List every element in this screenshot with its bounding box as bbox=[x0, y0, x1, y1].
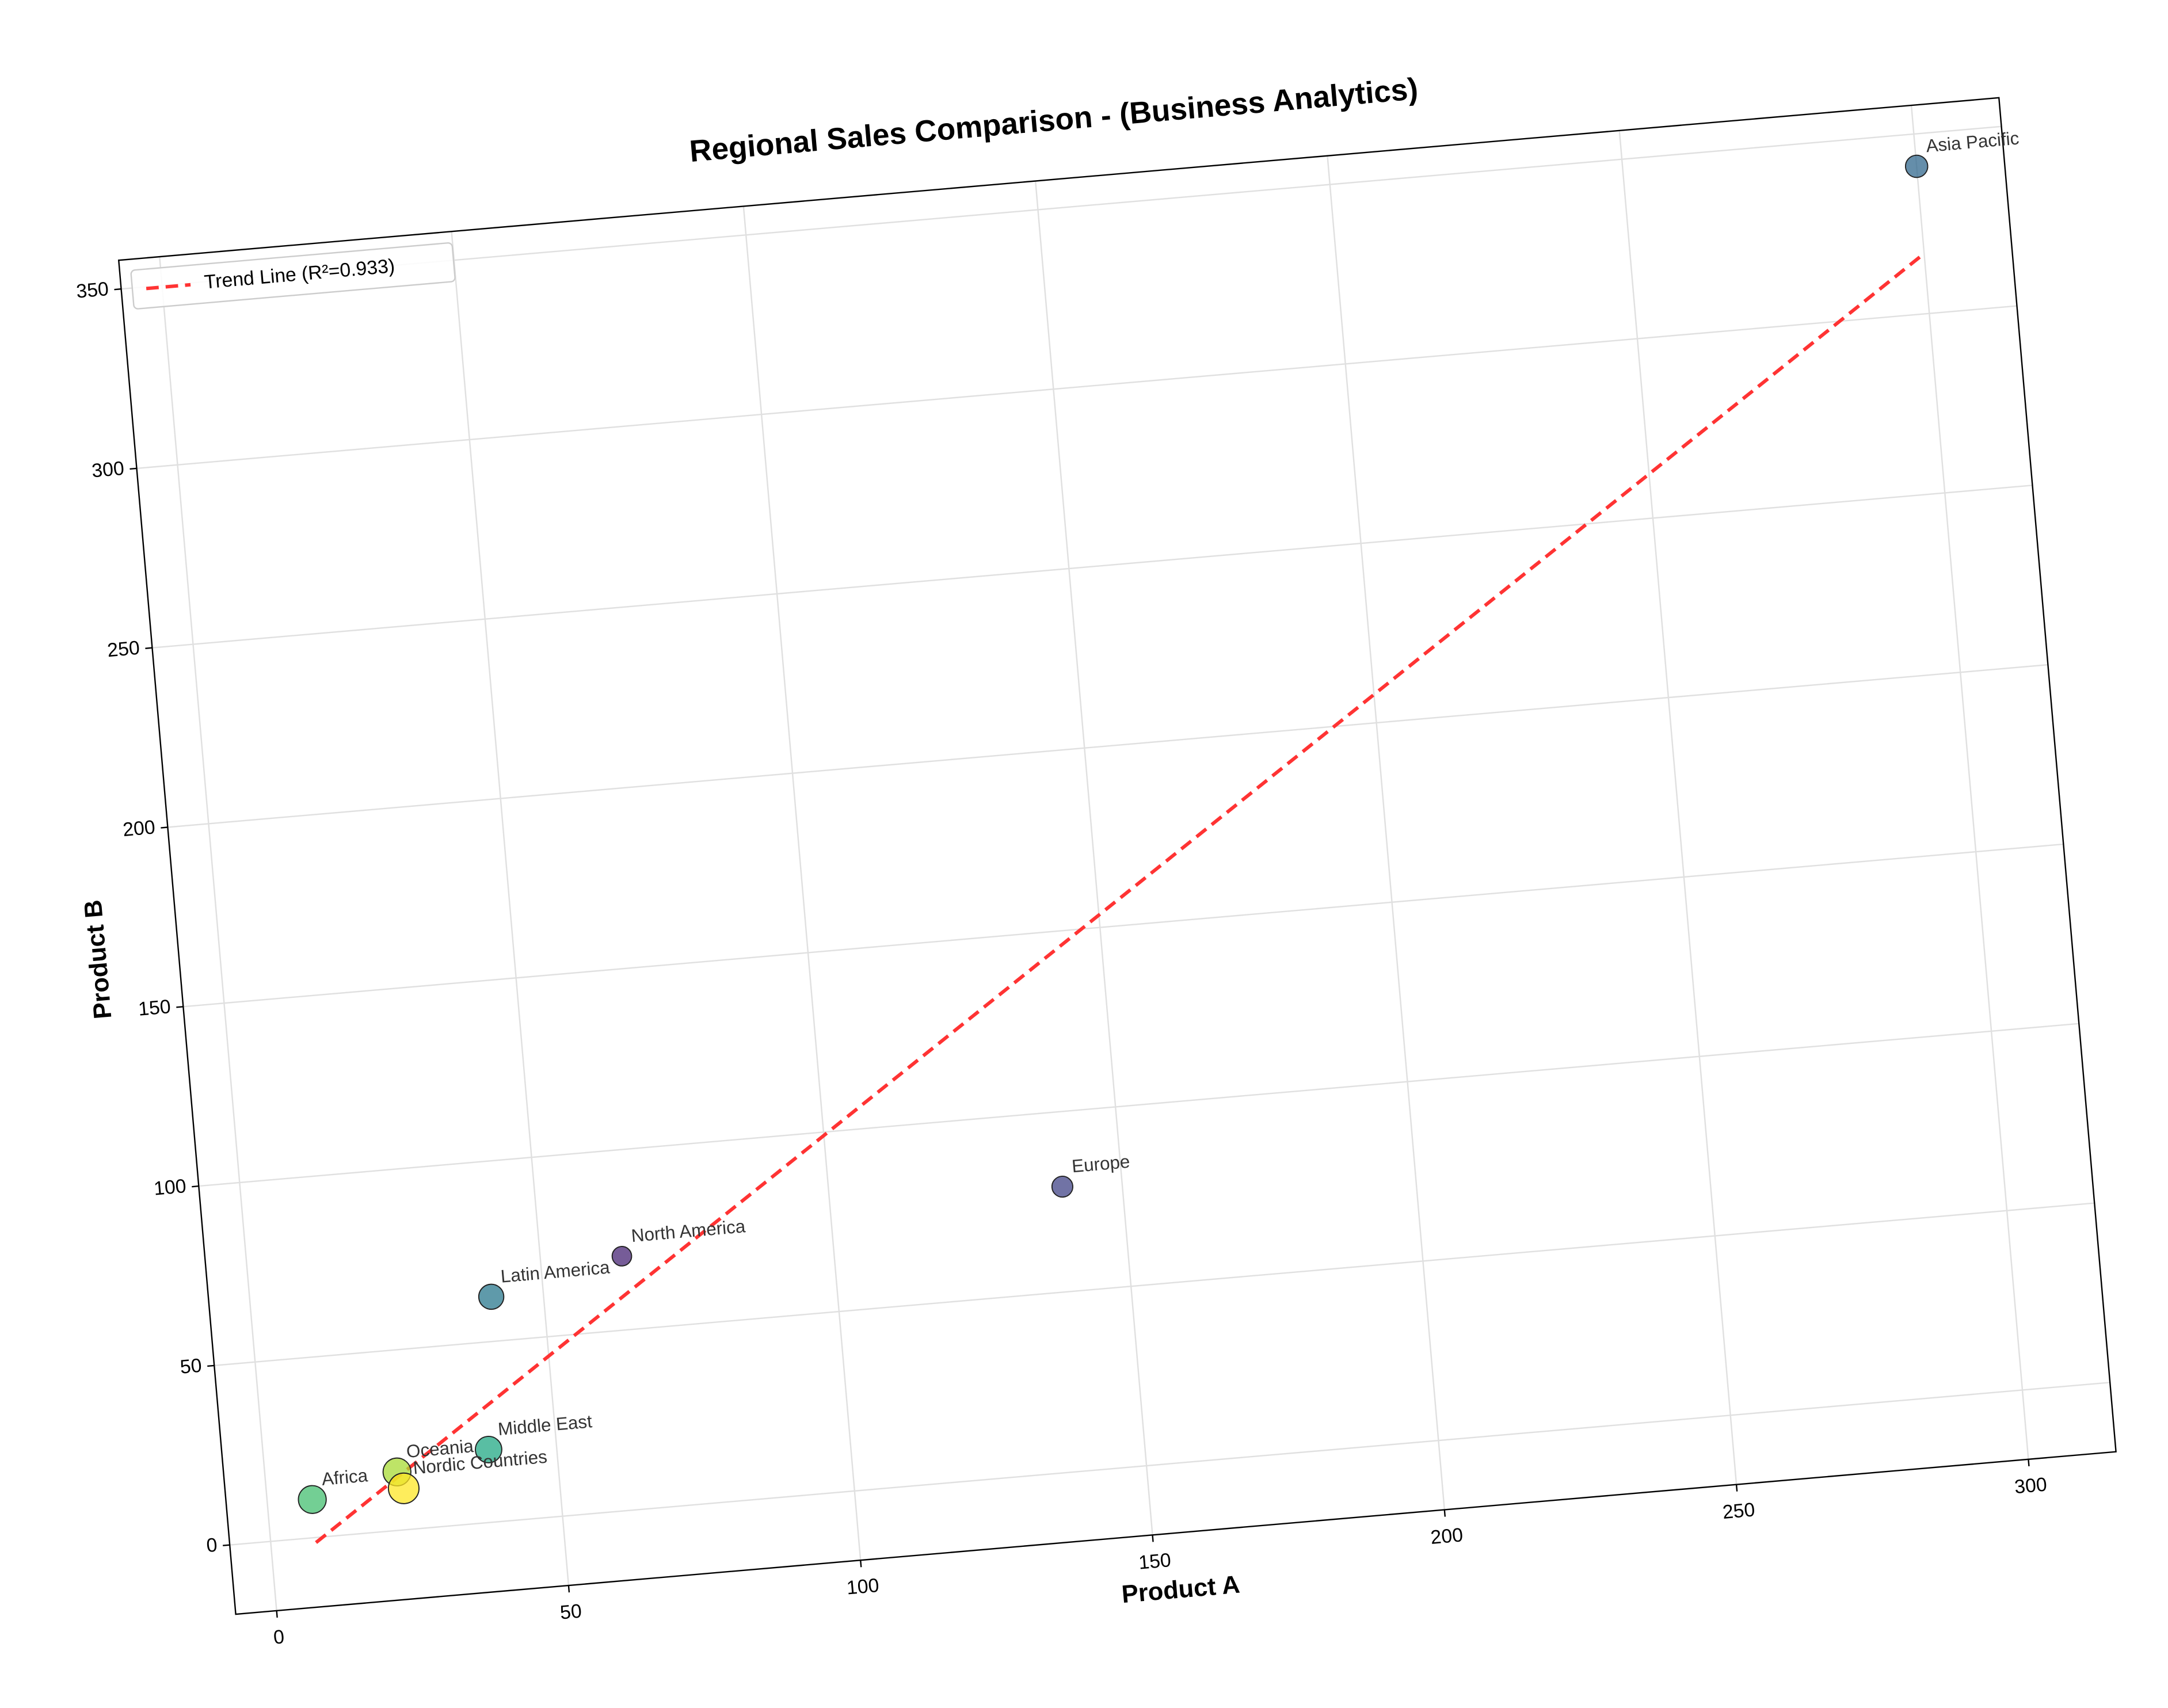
plot-frame bbox=[117, 97, 2117, 1615]
grid-line bbox=[214, 1202, 2095, 1367]
point bbox=[478, 1283, 505, 1310]
tick-mark bbox=[129, 467, 137, 470]
point bbox=[1051, 1175, 1074, 1198]
grid-line bbox=[159, 256, 277, 1611]
point bbox=[1904, 154, 1929, 178]
grid-line bbox=[451, 231, 570, 1586]
chart-title: Regional Sales Comparison - (Business An… bbox=[688, 72, 1419, 169]
grid-line bbox=[167, 664, 2048, 828]
point bbox=[298, 1485, 327, 1514]
tick-mark bbox=[192, 1185, 199, 1188]
grid-line bbox=[183, 843, 2064, 1008]
y-axis-label: Product B bbox=[79, 899, 117, 1020]
y-tick-label: 300 bbox=[91, 458, 125, 482]
trend-line bbox=[315, 252, 1926, 1544]
legend-box bbox=[130, 242, 456, 310]
tick-mark bbox=[223, 1544, 230, 1546]
tick-mark bbox=[860, 1560, 862, 1568]
grid-line bbox=[136, 305, 2017, 470]
y-tick-label: 200 bbox=[122, 816, 156, 841]
tick-mark bbox=[176, 1006, 184, 1008]
x-tick-label: 0 bbox=[273, 1626, 285, 1648]
point-label: Europe bbox=[1071, 1152, 1131, 1177]
x-axis-label: Product A bbox=[1121, 1571, 1241, 1609]
chart-body: Regional Sales Comparison - (Business An… bbox=[75, 72, 2117, 1649]
grid-line bbox=[152, 485, 2033, 649]
grid-line bbox=[230, 1382, 2110, 1546]
x-tick-label: 50 bbox=[559, 1600, 583, 1624]
point-label: Latin America bbox=[500, 1257, 611, 1286]
point-label: Middle East bbox=[497, 1411, 593, 1439]
x-tick-label: 200 bbox=[1430, 1524, 1464, 1549]
grid-line bbox=[1327, 155, 1446, 1510]
x-tick-label: 300 bbox=[2014, 1474, 2048, 1499]
x-tick-label: 250 bbox=[1721, 1499, 1755, 1523]
tick-mark bbox=[1735, 1484, 1738, 1492]
point bbox=[475, 1436, 502, 1463]
y-tick-label: 100 bbox=[153, 1175, 187, 1200]
y-tick-label: 250 bbox=[106, 637, 140, 662]
grid-line bbox=[1910, 105, 2029, 1459]
y-tick-label: 150 bbox=[138, 996, 172, 1020]
grid-line bbox=[1618, 130, 1738, 1485]
tick-mark bbox=[2028, 1459, 2030, 1466]
y-tick-label: 350 bbox=[75, 278, 109, 303]
grid-line bbox=[1034, 181, 1153, 1535]
point bbox=[611, 1246, 633, 1267]
point-label: Africa bbox=[321, 1465, 368, 1489]
legend: Trend Line (R²=0.933) bbox=[130, 242, 456, 310]
point bbox=[387, 1472, 420, 1504]
legend-swatch bbox=[146, 283, 191, 291]
x-tick-label: 100 bbox=[845, 1574, 879, 1599]
x-tick-label: 150 bbox=[1138, 1549, 1172, 1574]
point-label: North America bbox=[630, 1216, 746, 1246]
grid-line bbox=[199, 1023, 2079, 1187]
y-tick-label: 0 bbox=[205, 1534, 218, 1557]
grid-line bbox=[742, 206, 862, 1561]
y-tick-label: 50 bbox=[179, 1355, 203, 1378]
tick-mark bbox=[145, 647, 153, 649]
